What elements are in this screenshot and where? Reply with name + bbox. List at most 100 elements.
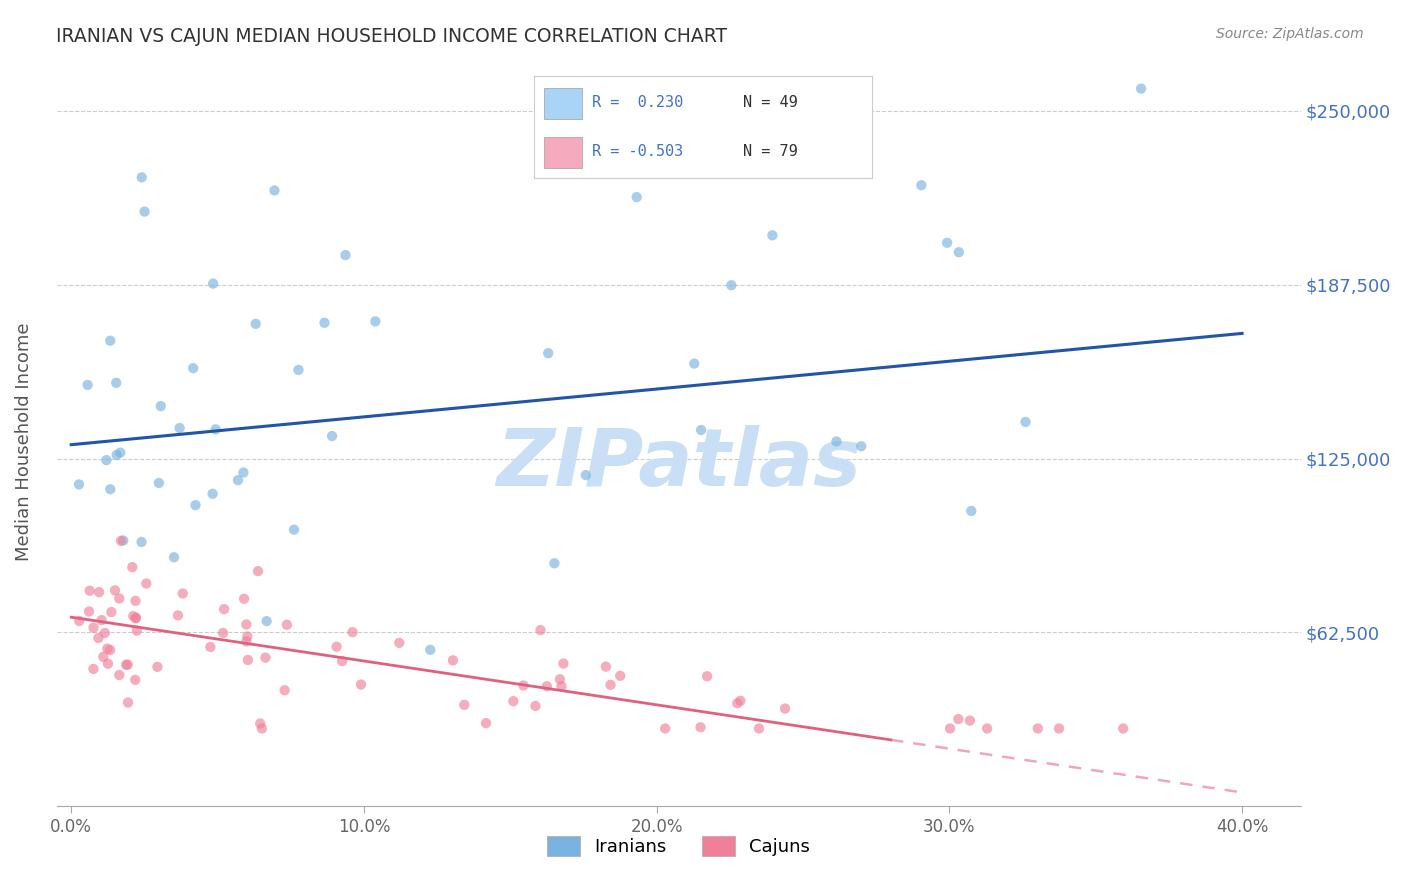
Point [936,235,959,250]
Point [330,654,353,668]
Point [502,694,524,708]
Point [335,248,357,262]
Point [167,608,190,623]
Point [536,679,558,693]
Point [273,683,295,698]
Point [91,649,114,664]
Point [125,611,148,625]
Point [169,421,191,435]
Point [773,701,796,715]
Point [683,357,706,371]
Point [236,653,259,667]
Point [104,583,127,598]
Point [124,673,146,687]
Point [256,614,278,628]
Point [287,363,309,377]
Point [342,625,364,640]
Point [124,594,146,608]
Point [100,605,122,619]
Point [263,184,285,198]
Point [321,429,343,443]
Point [575,468,598,483]
Point [122,609,145,624]
Point [172,586,194,600]
Point [131,535,153,549]
Point [976,722,998,736]
Point [960,504,983,518]
Point [77,604,100,618]
Point [163,550,186,565]
Point [148,475,170,490]
Point [1112,722,1135,736]
Point [134,204,156,219]
Y-axis label: Median Household Income: Median Household Income [15,323,32,561]
Point [204,422,226,436]
Point [250,722,273,736]
Point [910,178,932,193]
Point [325,640,347,654]
Point [125,624,148,638]
Point [82,662,104,676]
Text: ZIPatlas: ZIPatlas [496,425,860,503]
Text: Source: ZipAtlas.com: Source: ZipAtlas.com [1216,27,1364,41]
Point [236,629,259,643]
Point [212,602,235,616]
Point [247,564,270,578]
FancyBboxPatch shape [544,137,582,168]
Point [748,722,770,736]
Point [245,317,267,331]
Point [696,669,718,683]
Point [98,643,121,657]
Point [67,477,90,491]
Point [117,657,139,672]
Point [184,498,207,512]
Point [537,346,560,360]
Point [761,228,783,243]
Point [105,448,128,462]
Point [548,672,571,686]
Point [67,614,90,628]
Point [550,679,572,693]
Text: N = 49: N = 49 [744,95,799,110]
Point [149,399,172,413]
Point [135,576,157,591]
Point [105,376,128,390]
Point [200,640,222,654]
Point [599,678,621,692]
Point [83,621,105,635]
Point [314,316,336,330]
Point [98,482,121,496]
Point [453,698,475,712]
Point [97,657,120,671]
Point [441,653,464,667]
Point [475,716,498,731]
Point [121,560,143,574]
Point [948,245,970,260]
Point [96,641,118,656]
Point [115,657,138,672]
Text: N = 79: N = 79 [744,145,799,160]
Point [124,611,146,625]
Point [720,278,742,293]
Point [1130,81,1153,95]
Point [851,439,873,453]
Point [110,533,132,548]
Point [364,314,387,328]
Point [108,668,131,682]
Point [1014,415,1036,429]
Point [689,720,711,734]
Point [529,623,551,637]
FancyBboxPatch shape [544,88,582,119]
Point [388,636,411,650]
Point [725,696,748,710]
Point [235,634,257,648]
Point [948,712,970,726]
Point [1026,722,1049,736]
Text: R =  0.230: R = 0.230 [592,95,683,110]
Point [654,722,676,736]
Point [181,361,204,376]
Point [553,657,575,671]
Point [202,277,225,291]
Point [96,453,118,467]
Point [249,716,271,731]
